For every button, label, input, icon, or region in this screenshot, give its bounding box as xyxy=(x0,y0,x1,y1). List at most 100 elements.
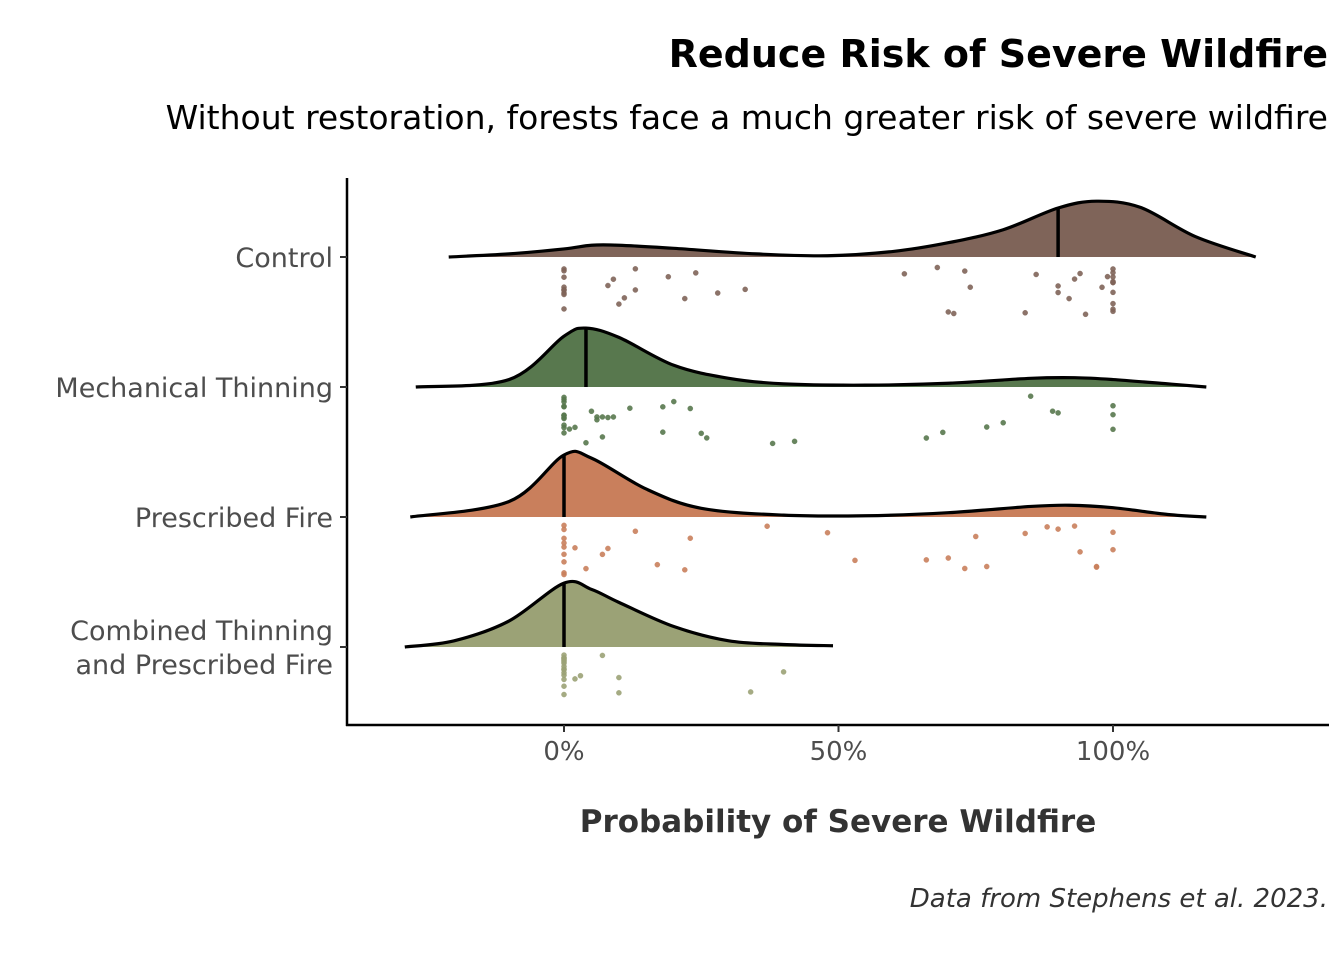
data-point xyxy=(681,566,688,573)
density-fill xyxy=(448,201,1256,257)
data-point xyxy=(983,424,990,430)
data-point xyxy=(665,273,672,280)
density-outline xyxy=(404,579,834,649)
data-point xyxy=(852,557,858,564)
data-point xyxy=(1022,309,1029,316)
density-fill xyxy=(415,328,1207,387)
data-point xyxy=(939,429,946,436)
data-point xyxy=(967,284,974,291)
data-point xyxy=(659,403,666,410)
data-point xyxy=(621,295,628,301)
data-point xyxy=(945,555,952,561)
data-point xyxy=(1110,289,1116,296)
data-point xyxy=(1071,276,1078,282)
data-point xyxy=(632,265,639,272)
data-point xyxy=(961,565,968,572)
data-point xyxy=(599,414,606,420)
data-point xyxy=(714,290,721,296)
data-point xyxy=(983,563,990,570)
data-point xyxy=(561,394,567,401)
data-point xyxy=(561,672,567,679)
data-point xyxy=(769,440,776,447)
data-point xyxy=(1110,411,1116,418)
data-point xyxy=(824,529,831,536)
data-point xyxy=(703,435,710,441)
data-point xyxy=(901,270,908,277)
data-point xyxy=(616,689,622,696)
data-point xyxy=(561,559,567,565)
data-point xyxy=(950,310,957,317)
data-point xyxy=(1022,530,1029,537)
y-tick-label: and Prescribed Fire xyxy=(76,650,333,681)
data-point xyxy=(923,557,930,563)
data-point xyxy=(572,676,578,682)
data-point xyxy=(561,424,567,431)
data-point xyxy=(972,533,979,540)
density-outline xyxy=(415,326,1207,389)
data-point xyxy=(561,306,567,312)
y-tick-label: Mechanical Thinning xyxy=(55,373,333,404)
data-point xyxy=(934,264,941,271)
data-point xyxy=(561,291,567,298)
data-point xyxy=(632,287,639,293)
y-axis: Control Mechanical Thinning Prescribed Fir… xyxy=(55,243,347,681)
density-layer xyxy=(404,199,1257,649)
x-axis: 0% 50% 100% xyxy=(543,725,1150,767)
data-point xyxy=(610,414,617,420)
data-point xyxy=(1077,549,1083,555)
chart-subtitle: Without restoration, forests face a much… xyxy=(165,98,1328,137)
data-point xyxy=(572,424,578,431)
data-point xyxy=(1000,419,1007,426)
data-point xyxy=(1093,564,1100,571)
data-point xyxy=(588,408,595,415)
data-point xyxy=(561,430,567,436)
data-point xyxy=(561,274,567,281)
data-point xyxy=(599,652,606,659)
data-point xyxy=(1055,410,1061,416)
data-point xyxy=(605,282,611,289)
data-point xyxy=(1055,283,1061,289)
y-tick-label: Combined Thinning xyxy=(70,616,333,647)
data-point xyxy=(577,672,584,679)
data-point xyxy=(610,276,617,283)
data-point xyxy=(1099,284,1105,291)
data-point xyxy=(687,405,694,412)
x-tick-label: 0% xyxy=(543,737,584,767)
data-point xyxy=(561,657,567,664)
data-point xyxy=(692,270,699,276)
data-point xyxy=(1110,546,1116,553)
data-point xyxy=(747,689,754,695)
points-layer xyxy=(561,264,1116,698)
x-axis-title: Probability of Severe Wildfire xyxy=(580,804,1097,840)
data-point xyxy=(561,403,567,410)
data-point xyxy=(1033,271,1039,278)
data-point xyxy=(1055,289,1061,296)
data-point xyxy=(1110,426,1116,433)
data-point xyxy=(561,266,567,272)
data-point xyxy=(1110,300,1116,307)
data-point xyxy=(561,666,567,673)
data-point xyxy=(1110,402,1116,409)
density-outline xyxy=(448,199,1257,259)
data-point xyxy=(780,669,787,675)
data-point xyxy=(566,426,573,432)
data-point xyxy=(599,434,606,440)
density-fill xyxy=(404,581,834,647)
density-fill xyxy=(410,451,1207,517)
data-point xyxy=(654,561,661,568)
data-point xyxy=(605,545,611,552)
data-point xyxy=(945,309,952,315)
data-point xyxy=(1066,295,1072,302)
data-point xyxy=(561,571,567,578)
data-point xyxy=(1110,274,1116,280)
data-point xyxy=(1049,408,1056,415)
data-point xyxy=(687,535,694,542)
data-point xyxy=(561,412,567,419)
data-point xyxy=(659,429,666,436)
data-point xyxy=(1110,266,1116,272)
data-point xyxy=(605,414,611,421)
data-point xyxy=(599,551,606,558)
data-point xyxy=(572,544,578,551)
data-point xyxy=(616,674,622,681)
